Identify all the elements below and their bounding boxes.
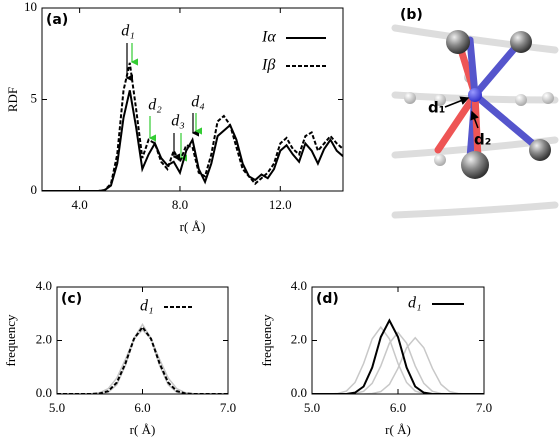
x-tick-label: 6.0 — [390, 400, 406, 415]
y-tick-label: 2.0 — [36, 331, 52, 346]
data-line — [312, 325, 484, 394]
panel-label: (a) — [46, 12, 68, 28]
data-line — [57, 328, 228, 394]
y-axis-label: frequency — [3, 314, 18, 366]
image-annotation: d₁ — [428, 99, 445, 117]
x-axis-label: r( Å) — [385, 422, 411, 437]
annotation: d₁ — [121, 23, 135, 40]
legend-label: Iβ — [261, 57, 275, 74]
data-line — [57, 323, 228, 394]
x-axis-label: r( Å) — [130, 422, 156, 437]
data-line — [312, 336, 484, 394]
annotation: d₂ — [148, 97, 162, 114]
x-tick-label: 7.0 — [220, 400, 236, 415]
x-tick-label: 4.0 — [72, 197, 88, 212]
y-tick-label: 2.0 — [291, 331, 307, 346]
legend-label: d₁ — [140, 298, 154, 315]
data-line — [312, 318, 484, 394]
y-tick-label: 5 — [31, 90, 38, 105]
annotation: d₄ — [191, 94, 205, 111]
x-tick-label: 8.0 — [172, 197, 188, 212]
y-axis-label: RDF — [5, 87, 20, 112]
panel-label: (c) — [61, 291, 82, 307]
panel-label: (b) — [400, 7, 423, 23]
x-tick-label: 5.0 — [49, 400, 65, 415]
y-tick-label: 0.0 — [291, 385, 307, 400]
image-annotation: d₂ — [474, 131, 491, 149]
data-line — [312, 331, 484, 394]
molecule-image — [391, 24, 559, 219]
y-tick-label: 0.0 — [36, 385, 52, 400]
annotation-arrows — [125, 43, 202, 162]
x-axis-label: r( Å) — [180, 219, 206, 234]
x-tick-label: 5.0 — [304, 400, 320, 415]
legend-label: Iα — [261, 29, 276, 46]
y-tick-label: 0 — [31, 182, 38, 197]
y-tick-label: 4.0 — [291, 278, 307, 293]
x-tick-label: 12.0 — [269, 197, 292, 212]
legend-label: d₁ — [408, 295, 422, 312]
data-line — [42, 90, 343, 191]
annotation: d₃ — [171, 113, 185, 130]
y-tick-label: 10 — [24, 0, 37, 14]
y-axis-label: frequency — [259, 314, 274, 366]
x-tick-label: 6.0 — [134, 400, 150, 415]
x-tick-label: 7.0 — [476, 400, 492, 415]
panel-label: (d) — [316, 291, 339, 307]
data-line — [57, 325, 228, 394]
y-tick-label: 4.0 — [36, 278, 52, 293]
